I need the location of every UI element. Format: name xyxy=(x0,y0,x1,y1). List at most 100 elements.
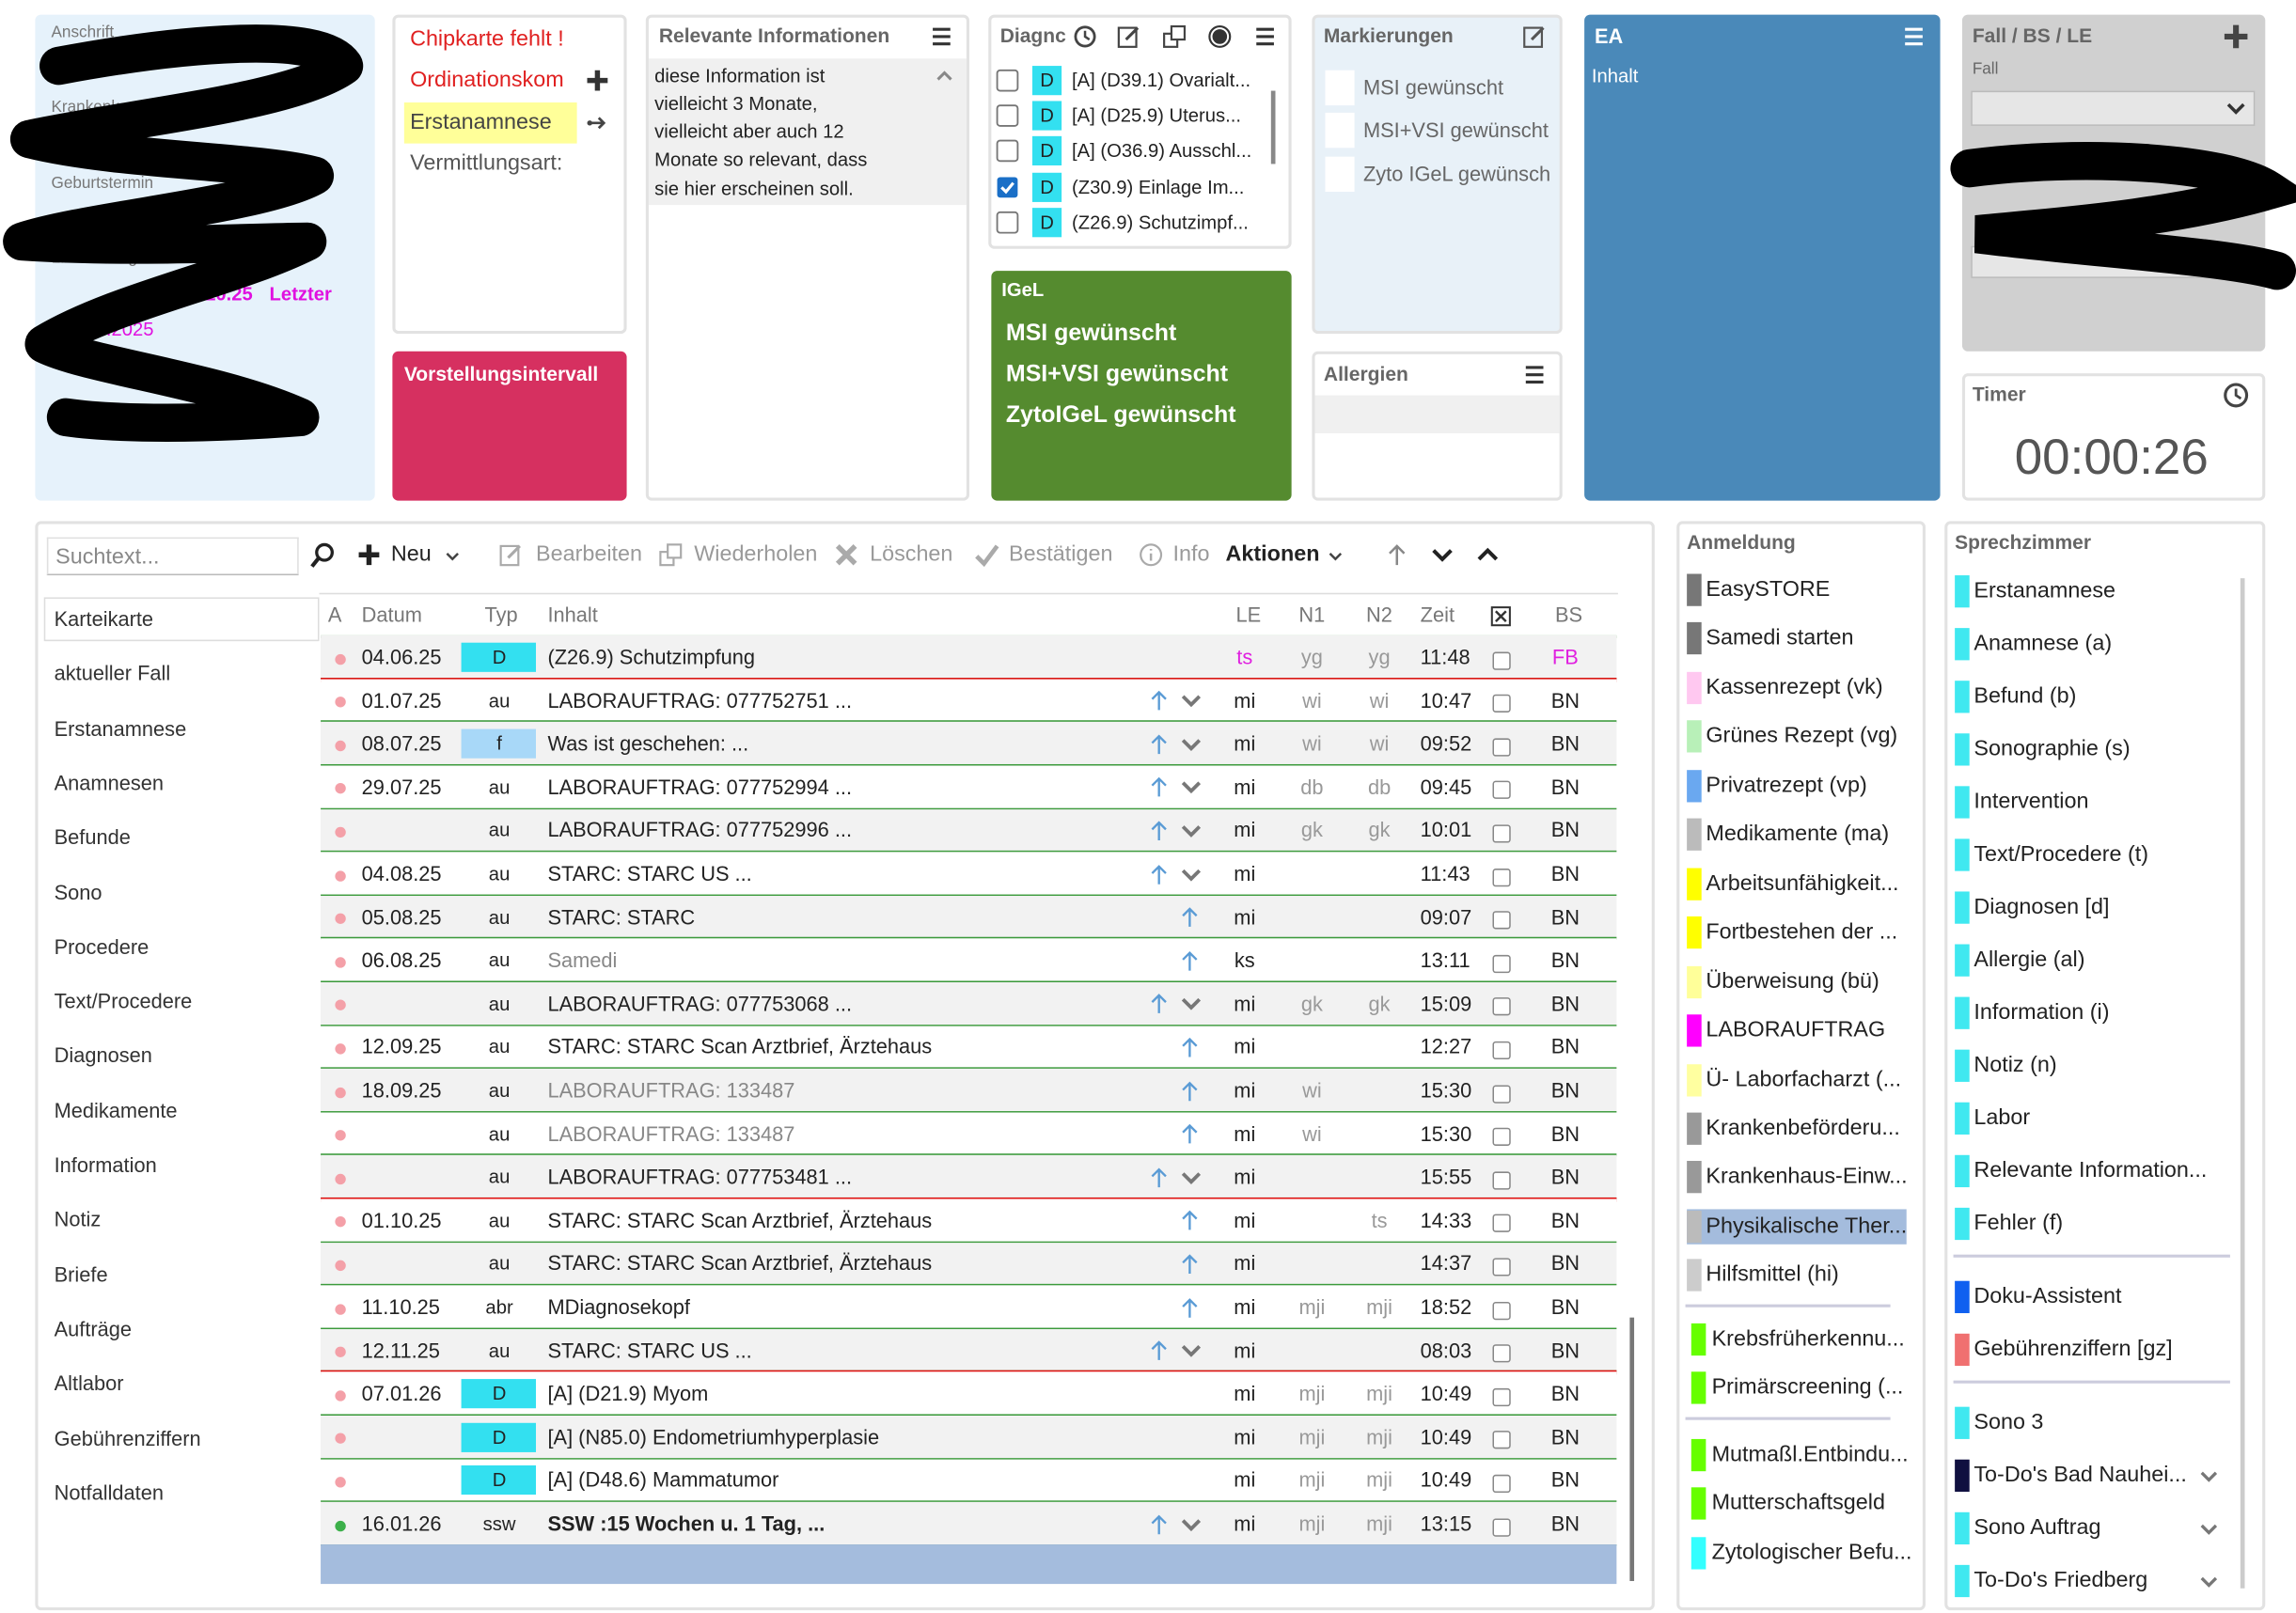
list-item[interactable]: Fortbestehen der ... xyxy=(1706,919,1898,945)
table-row[interactable] xyxy=(321,1416,1617,1460)
row-checkbox[interactable] xyxy=(1491,650,1510,670)
list-item[interactable]: To-Do's Bad Nauhei... xyxy=(1974,1462,2187,1488)
expand-row[interactable] xyxy=(1179,993,1201,1014)
nav-item[interactable]: Gebührenziffern xyxy=(54,1426,201,1449)
diagnosis[interactable]: [A] (D25.9) Uterus... xyxy=(1072,103,1242,127)
toolbar-button[interactable]: Neu xyxy=(390,541,432,567)
list-item[interactable]: Sono 3 xyxy=(1974,1409,2044,1435)
list-item[interactable]: Arbeitsunfähigkeit... xyxy=(1706,870,1899,896)
diagnosis[interactable]: [A] (D39.1) Ovarialt... xyxy=(1072,69,1251,91)
nav-item[interactable]: Erstanamnese xyxy=(54,715,187,740)
table-row[interactable] xyxy=(321,1242,1617,1286)
row-checkbox[interactable] xyxy=(1491,1258,1510,1276)
toolbar-button[interactable]: Info xyxy=(1172,541,1210,567)
expand-item[interactable] xyxy=(2198,1572,2217,1590)
nav-item[interactable]: Information xyxy=(54,1152,157,1177)
table-row[interactable] xyxy=(321,852,1617,896)
nav-item[interactable]: Diagnosen xyxy=(54,1043,152,1068)
nav-item[interactable]: Notfalldaten xyxy=(54,1480,164,1505)
list-item[interactable]: Relevante Information... xyxy=(1974,1157,2208,1183)
marking[interactable]: Zyto IGeL gewünsch xyxy=(1362,162,1551,186)
reset-button[interactable] xyxy=(2223,382,2249,408)
row-checkbox[interactable] xyxy=(1491,1431,1510,1449)
toolbar-button[interactable]: Bestätigen xyxy=(1009,541,1113,567)
expand-row[interactable] xyxy=(1179,690,1201,712)
row-checkbox[interactable] xyxy=(1491,1041,1510,1059)
diagnosis[interactable]: (Z26.9) Schutzimpf... xyxy=(1072,211,1249,233)
list-item[interactable]: Krankenbeförderu... xyxy=(1706,1115,1900,1141)
list-item[interactable]: Ü- Laborfacharzt (... xyxy=(1706,1066,1902,1092)
table-row[interactable] xyxy=(321,765,1617,809)
expand-row[interactable] xyxy=(1179,1339,1201,1361)
search-box[interactable] xyxy=(46,537,299,576)
nav-item[interactable]: Altlabor xyxy=(54,1370,124,1395)
new-icon[interactable] xyxy=(357,543,381,567)
row-checkbox[interactable] xyxy=(1491,824,1510,843)
checkbox[interactable] xyxy=(996,211,1019,234)
collapse-button[interactable] xyxy=(1431,543,1455,567)
search-button[interactable] xyxy=(309,542,334,568)
list-item[interactable]: Erstanamnese xyxy=(1974,578,2116,603)
table-row[interactable] xyxy=(321,1285,1617,1329)
list-item[interactable]: Text/Procedere (t) xyxy=(1974,841,2149,867)
row-checkbox[interactable] xyxy=(1491,954,1510,973)
expand-item[interactable] xyxy=(2198,1519,2217,1538)
checkbox[interactable] xyxy=(996,104,1019,128)
marking[interactable]: MSI gewünscht xyxy=(1362,75,1504,100)
row-checkbox[interactable] xyxy=(1491,868,1510,886)
list-item[interactable]: Zytologischer Befu... xyxy=(1711,1540,1912,1565)
row-checkbox[interactable] xyxy=(1491,1474,1510,1493)
expand-row[interactable] xyxy=(1179,776,1201,798)
list-item[interactable]: Medikamente (ma) xyxy=(1706,822,1890,847)
list-item[interactable]: Überweisung (bü) xyxy=(1706,968,1879,994)
expand-row[interactable] xyxy=(1179,863,1201,885)
row-checkbox[interactable] xyxy=(1491,1170,1510,1190)
toolbar-button[interactable]: Aktionen xyxy=(1225,541,1320,567)
row-checkbox[interactable] xyxy=(1491,1387,1510,1406)
row-checkbox[interactable] xyxy=(1491,1084,1510,1103)
table-row[interactable] xyxy=(321,679,1617,723)
expand-row[interactable] xyxy=(1179,1513,1201,1535)
checkbox[interactable] xyxy=(996,139,1019,163)
nav-item[interactable]: Briefe xyxy=(54,1261,108,1286)
nav-item[interactable]: Notiz xyxy=(54,1207,102,1231)
expand-item[interactable] xyxy=(2198,1466,2217,1485)
row-checkbox[interactable] xyxy=(1491,1127,1510,1147)
nav-item[interactable]: Karteikarte xyxy=(54,606,154,631)
add-button[interactable] xyxy=(586,69,609,92)
list-item[interactable]: Notiz (n) xyxy=(1974,1052,2057,1078)
list-item[interactable]: Krebsfrüherkennu... xyxy=(1711,1326,1905,1352)
expand[interactable] xyxy=(936,68,953,86)
select-all[interactable] xyxy=(1490,606,1511,627)
table-row[interactable] xyxy=(321,982,1617,1026)
edit-button[interactable] xyxy=(1523,24,1547,48)
menu-button[interactable] xyxy=(1902,24,1926,48)
toolbar-button[interactable]: Bearbeiten xyxy=(536,541,643,567)
table-row[interactable] xyxy=(321,1328,1617,1372)
table-row[interactable] xyxy=(321,808,1617,853)
table-row[interactable] xyxy=(321,895,1617,939)
list-item[interactable]: Sonographie (s) xyxy=(1974,736,2131,761)
expand-row[interactable] xyxy=(1179,820,1201,841)
table-row[interactable] xyxy=(321,635,1617,680)
row-checkbox[interactable] xyxy=(1491,737,1510,757)
menu-button[interactable] xyxy=(1523,363,1547,386)
igel-item[interactable]: MSI gewünscht xyxy=(1005,321,1177,347)
list-item[interactable]: Privatrezept (vp) xyxy=(1706,772,1867,798)
list-item[interactable]: Information (i) xyxy=(1974,999,2110,1026)
expand-button[interactable] xyxy=(1476,543,1500,567)
expand-row[interactable] xyxy=(1179,733,1201,755)
row-checkbox[interactable] xyxy=(1491,911,1510,930)
list-item[interactable]: Grünes Rezept (vg) xyxy=(1706,723,1898,749)
nav-item[interactable]: Befunde xyxy=(54,825,131,849)
toolbar-button[interactable]: Löschen xyxy=(870,541,953,567)
list-item[interactable]: Kassenrezept (vk) xyxy=(1706,674,1883,700)
menu-button[interactable] xyxy=(1253,24,1277,48)
menu-button[interactable] xyxy=(930,24,953,48)
list-item[interactable]: Fehler (f) xyxy=(1974,1210,2064,1236)
row-checkbox[interactable] xyxy=(1491,781,1510,800)
table-row[interactable] xyxy=(321,1371,1617,1416)
diagnosis[interactable]: [A] (O36.9) Ausschl... xyxy=(1072,139,1252,162)
list-item[interactable]: EasySTORE xyxy=(1706,576,1831,603)
row-checkbox[interactable] xyxy=(1491,1301,1510,1320)
